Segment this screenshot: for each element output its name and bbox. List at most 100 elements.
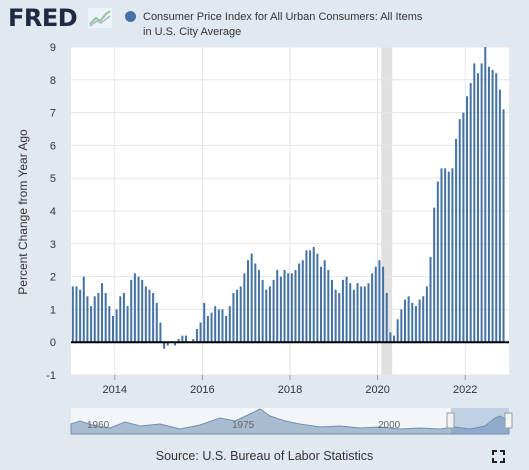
bar [177,338,180,343]
bar [214,306,217,343]
bar [378,260,381,343]
bar [133,273,136,343]
bar [498,89,501,343]
bar [462,112,465,343]
bar [210,312,213,343]
x-tick-label: 2014 [103,384,127,396]
bar [199,322,202,343]
y-tick-label: 8 [50,75,56,87]
bar [236,289,239,343]
bar [119,296,122,343]
bar [360,286,363,343]
bar [86,296,89,343]
bar [495,73,498,343]
bar [279,276,282,343]
bar [363,286,366,343]
bar [294,270,297,343]
bar [458,119,461,343]
bar [382,266,385,343]
bar [396,319,399,343]
bar [436,181,439,343]
bar [466,96,469,343]
bar [345,276,348,343]
navigator-selected-range[interactable] [451,408,509,434]
bar [480,63,483,343]
bar [228,306,231,343]
bar [407,296,410,343]
bar [400,309,403,343]
bar [455,138,458,343]
bar [327,270,330,343]
bar [71,286,74,343]
bar [305,250,308,343]
navigator-left-handle[interactable] [446,412,455,429]
fullscreen-icon[interactable] [492,450,505,463]
fred-graph-icon [88,8,112,28]
bar [82,276,85,343]
bar [108,306,111,343]
bar [484,47,487,343]
y-axis-ticks: -1 0 1 2 3 4 5 6 7 8 9 [46,42,56,382]
bar-series [71,47,505,349]
bar [433,207,436,343]
bar [166,342,169,346]
bar [414,306,417,343]
bar [487,66,490,343]
bar [217,309,220,343]
y-tick-label: 9 [50,42,56,54]
gridlines [71,46,509,376]
navigator-year-label: 1960 [87,420,110,431]
bar [356,283,359,343]
y-tick-label: 0 [50,337,56,349]
bar [159,322,162,343]
bar [451,168,454,343]
bar [429,256,432,343]
bar [93,296,96,343]
bar [469,83,472,343]
bar [250,253,253,343]
bar [473,63,476,343]
bar [367,283,370,343]
x-axis-ticks: 2014 2016 2018 2020 2022 [103,375,477,396]
bar [476,73,479,343]
range-navigator[interactable]: 1960 1975 2000 [70,408,513,435]
x-tick-label: 2020 [365,384,389,396]
bar [97,293,100,343]
bar [411,302,414,343]
legend-series-marker [125,11,136,22]
bar [393,335,396,343]
bar [144,286,147,343]
bar [163,342,166,349]
y-tick-label: 2 [50,272,56,284]
x-tick-label: 2016 [190,384,214,396]
bar [221,309,224,343]
bar [447,171,450,343]
y-tick-label: 3 [50,239,56,251]
chart-header: FRED Consumer Price Index for All Urban … [0,0,529,44]
bar [298,263,301,343]
bar [130,279,133,343]
bar [261,279,264,343]
bar [272,279,275,343]
bar [206,315,209,343]
bar [444,168,447,343]
bar [352,289,355,343]
bar [316,253,319,343]
bar [203,302,206,343]
bar [239,286,242,343]
bar [265,289,268,343]
legend: Consumer Price Index for All Urban Consu… [125,10,433,40]
bar [137,276,140,343]
bar [122,293,125,343]
bar [349,283,352,343]
y-tick-label: 5 [50,173,56,185]
bar [385,293,388,343]
bar [101,283,104,343]
fred-logo[interactable]: FRED [8,4,78,32]
bar [425,286,428,343]
navigator-right-handle[interactable] [504,412,513,429]
bar [371,273,374,343]
legend-series-label: Consumer Price Index for All Urban Consu… [143,11,423,38]
bar [330,279,333,343]
